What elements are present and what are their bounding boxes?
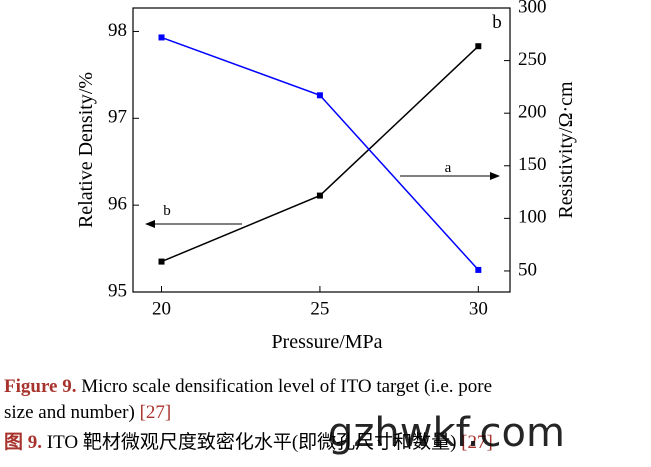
series-line	[161, 36, 479, 271]
y-tick-label: 98	[108, 20, 127, 41]
x-tick-label: 30	[469, 298, 488, 319]
point	[316, 192, 323, 199]
series-line	[161, 45, 479, 263]
point	[475, 266, 482, 273]
y-tick-label: 96	[108, 194, 127, 215]
arrow-head	[145, 220, 155, 228]
y2-tick-label: 200	[518, 102, 547, 123]
caption-line: 图 9. ITO 靶材微观尺度致密化水平(即微孔尺寸和数量) [27]	[4, 431, 493, 453]
arrow-head	[490, 172, 500, 180]
x-axis-label: Pressure/MPa	[271, 331, 382, 353]
y-axis-label: Relative Density/%	[75, 72, 97, 228]
annotation: a	[445, 160, 452, 176]
plot-frame	[132, 7, 511, 293]
caption-line: size and number) [27]	[4, 402, 171, 423]
y2-tick-label: 50	[518, 259, 537, 280]
point	[475, 43, 482, 50]
annotation: b	[492, 12, 502, 33]
watermark: gzhwkf.com	[328, 410, 565, 456]
caption-line: Figure 9. Micro scale densification leve…	[4, 376, 492, 397]
caption-label: Figure 9.	[4, 376, 76, 397]
caption-ref: [27]	[461, 432, 493, 453]
y2-axis-label: Resistivity/Ω·cm	[555, 81, 577, 219]
x-tick-label: 25	[310, 298, 329, 319]
y-tick-label: 97	[108, 107, 127, 128]
caption-text: size and number)	[4, 402, 135, 423]
annotation: b	[163, 203, 171, 219]
caption-text: ITO 靶材微观尺度致密化水平(即微孔尺寸和数量)	[47, 431, 457, 453]
y2-tick-label: 100	[518, 207, 547, 228]
caption-text: Micro scale densification level of ITO t…	[81, 376, 492, 397]
caption-label: 图 9.	[4, 431, 42, 453]
point	[158, 34, 165, 41]
y2-tick-label: 150	[518, 154, 547, 175]
x-tick-label: 20	[152, 298, 171, 319]
y-tick-label: 95	[108, 280, 127, 301]
caption-ref: [27]	[140, 402, 172, 423]
point	[158, 258, 165, 265]
point	[316, 92, 323, 99]
y2-tick-label: 300	[518, 0, 547, 17]
y2-tick-label: 250	[518, 49, 547, 70]
